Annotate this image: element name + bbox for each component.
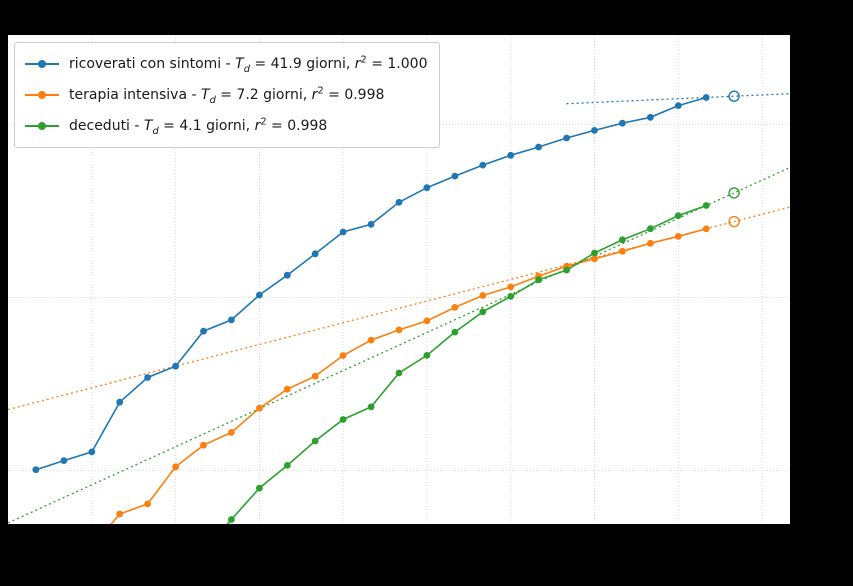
td-value: 7.2 xyxy=(236,87,259,103)
fit-line-deceduti xyxy=(8,166,790,524)
equals-sign: = xyxy=(371,56,383,72)
td-symbol: Td xyxy=(201,87,216,106)
equals-sign: = xyxy=(220,87,232,103)
td-value: 41.9 xyxy=(270,56,302,72)
series-name: ricoverati con sintomi xyxy=(69,56,222,72)
r2-symbol: r2 xyxy=(311,85,324,103)
unit-label: giorni, xyxy=(306,56,351,72)
series-ricoverati-con-sintomi xyxy=(32,94,710,474)
unit-label: giorni, xyxy=(263,87,308,103)
td-symbol: Td xyxy=(235,56,250,75)
series-name: terapia intensiva xyxy=(69,87,188,103)
legend-item-deceduti: deceduti - Td = 4.1 giorni, r2 = 0.998 xyxy=(25,113,427,139)
legend-label: deceduti - Td = 4.1 giorni, r2 = 0.998 xyxy=(69,116,328,137)
legend-label: ricoverati con sintomi - Td = 41.9 giorn… xyxy=(69,54,428,75)
fit-line-ricoverati-con-sintomi xyxy=(566,93,790,105)
unit-label: giorni, xyxy=(206,118,251,134)
r2-value: 0.998 xyxy=(344,87,385,103)
prediction-marker-deceduti xyxy=(728,187,740,199)
r2-symbol: r2 xyxy=(354,54,367,72)
td-symbol: Td xyxy=(143,118,159,137)
r2-value: 0.998 xyxy=(287,118,328,134)
r2-value: 1.000 xyxy=(387,56,428,72)
legend-item-terapia-intensiva: terapia intensiva - Td = 7.2 giorni, r2 … xyxy=(25,82,427,108)
series-name: deceduti xyxy=(69,118,130,134)
series-deceduti xyxy=(226,202,710,524)
prediction-marker-ricoverati-con-sintomi xyxy=(728,90,740,102)
separator: - xyxy=(191,87,197,103)
prediction-marker-terapia-intensiva xyxy=(728,215,740,228)
td-value: 4.1 xyxy=(179,118,202,134)
legend-line-dot-marker xyxy=(25,89,59,101)
legend-item-ricoverati: ricoverati con sintomi - Td = 41.9 giorn… xyxy=(25,51,427,77)
legend-line-dot-marker xyxy=(25,58,59,70)
legend-label: terapia intensiva - Td = 7.2 giorni, r2 … xyxy=(69,85,385,106)
separator: - xyxy=(134,118,140,134)
equals-sign: = xyxy=(254,56,267,72)
r2-symbol: r2 xyxy=(254,116,267,134)
separator: - xyxy=(225,56,231,72)
equals-sign: = xyxy=(271,118,283,134)
chart-legend: ricoverati con sintomi - Td = 41.9 giorn… xyxy=(14,42,441,148)
equals-sign: = xyxy=(163,118,175,134)
legend-line-dot-marker xyxy=(25,120,59,132)
equals-sign: = xyxy=(328,87,340,103)
